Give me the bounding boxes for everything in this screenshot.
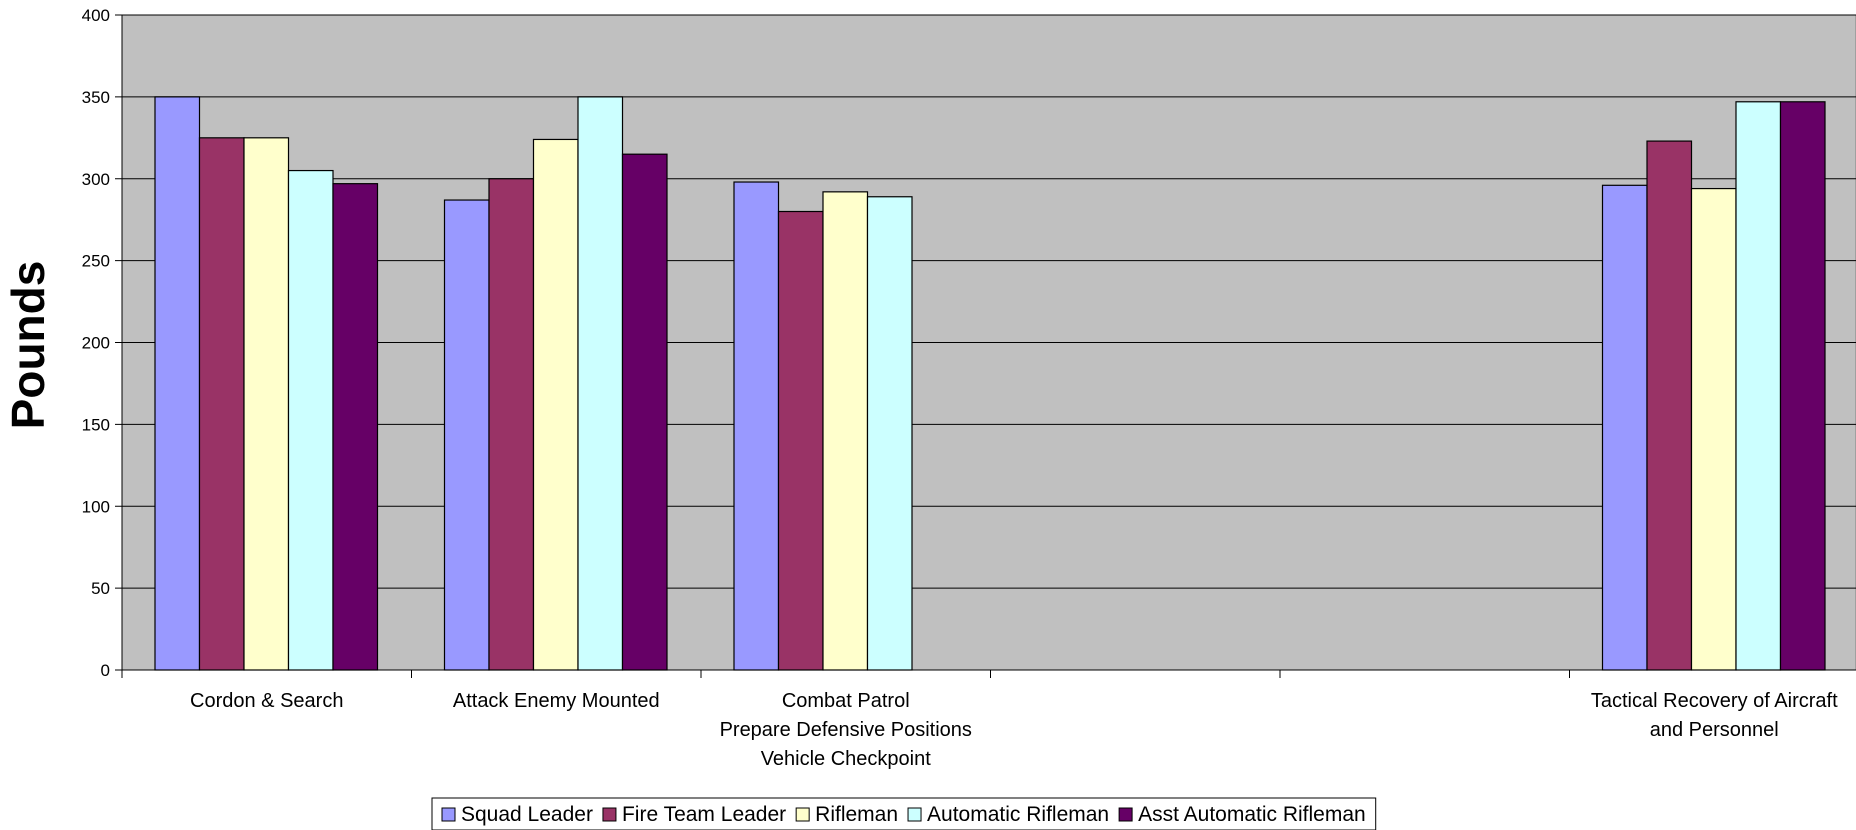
legend-swatch: [795, 807, 810, 822]
legend-swatch: [602, 807, 617, 822]
category-label: and Personnel: [1650, 719, 1779, 741]
bar: [777, 210, 824, 671]
legend-label: Fire Team Leader: [622, 803, 786, 826]
bar: [287, 169, 334, 671]
legend-swatch: [441, 807, 456, 822]
bar: [243, 137, 290, 671]
legend-label: Asst Automatic Rifleman: [1138, 803, 1366, 826]
gridlines: [122, 14, 1856, 589]
bar: [577, 96, 624, 671]
legend-box: [431, 797, 1377, 830]
legend-swatch: [1118, 807, 1133, 822]
bar: [1779, 101, 1826, 671]
category-label: Attack Enemy Mounted: [453, 690, 660, 712]
bar: [733, 181, 780, 671]
category-label: Combat Patrol: [782, 690, 910, 712]
axes: [115, 14, 1856, 678]
legend-label: Squad Leader: [461, 803, 593, 826]
bars: [154, 96, 1826, 671]
legend-label: Rifleman: [815, 803, 898, 826]
bar: [198, 137, 245, 671]
y-tick-label: 100: [82, 497, 110, 516]
bar: [822, 191, 869, 671]
category-label: Cordon & Search: [190, 690, 343, 712]
category-label: Vehicle Checkpoint: [761, 748, 932, 770]
bar: [1735, 101, 1782, 671]
bar: [154, 96, 201, 671]
y-axis-label: Pounds: [2, 261, 54, 430]
y-tick-label: 50: [91, 579, 110, 598]
category-label: Prepare Defensive Positions: [720, 719, 972, 741]
y-tick-label: 0: [101, 661, 110, 680]
bar: [332, 183, 379, 671]
bar: [866, 196, 913, 671]
legend-label: Automatic Rifleman: [927, 803, 1109, 826]
y-tick-label: 250: [82, 252, 110, 271]
y-tick-label: 400: [82, 6, 110, 25]
legend-swatch: [907, 807, 922, 822]
bar: [532, 138, 579, 671]
y-tick-label: 150: [82, 415, 110, 434]
y-tick-labels: 0 50 100 150 200 250 300 350 400: [82, 6, 110, 680]
bar: [621, 153, 668, 671]
bar: [1690, 187, 1737, 671]
y-tick-label: 300: [82, 170, 110, 189]
category-labels: Cordon & Search Attack Enemy Mounted Comba…: [190, 690, 1838, 770]
y-tick-label: 350: [82, 88, 110, 107]
bar: [1601, 184, 1648, 671]
bar: [488, 178, 535, 671]
category-label: Tactical Recovery of Aircraft: [1591, 690, 1838, 712]
bar: [1646, 140, 1693, 671]
y-tick-label: 200: [82, 334, 110, 353]
legend: Squad Leader Fire Team Leader Rifleman Auto…: [431, 797, 1377, 830]
bar: [443, 199, 490, 671]
